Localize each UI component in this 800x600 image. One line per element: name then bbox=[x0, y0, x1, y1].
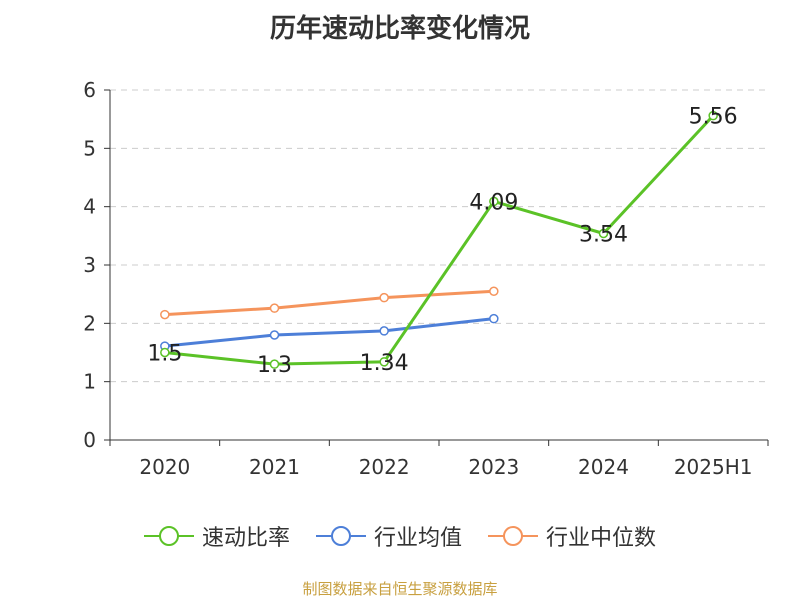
data-label: 1.5 bbox=[147, 342, 182, 367]
y-tick-label: 0 bbox=[83, 428, 96, 452]
data-point bbox=[598, 228, 609, 239]
data-point bbox=[269, 303, 280, 313]
legend-marker-icon bbox=[488, 526, 538, 546]
series-line bbox=[164, 114, 715, 366]
x-tick-label: 2025H1 bbox=[674, 455, 753, 479]
data-point bbox=[489, 196, 499, 207]
data-label: 1.3 bbox=[257, 353, 292, 378]
source-note: 制图数据来自恒生聚源数据库 bbox=[302, 580, 498, 598]
gridlines bbox=[110, 89, 768, 383]
legend-circle bbox=[330, 526, 351, 546]
data-point bbox=[269, 330, 280, 340]
legend-marker-icon bbox=[315, 526, 366, 546]
y-tick-label: 5 bbox=[83, 136, 96, 160]
data-point bbox=[379, 326, 389, 336]
data-point bbox=[269, 359, 280, 369]
y-tick-label: 6 bbox=[83, 78, 96, 102]
x-tick-label: 2020 bbox=[139, 455, 190, 479]
y-tick-label: 1 bbox=[83, 370, 96, 394]
x-tick-label: 2022 bbox=[359, 455, 410, 479]
chart-title: 历年速动比率变化情况 bbox=[269, 14, 530, 44]
y-tick-label: 2 bbox=[83, 311, 96, 335]
series-line bbox=[164, 317, 494, 348]
data-point bbox=[379, 292, 389, 303]
data-label: 5.56 bbox=[689, 105, 738, 130]
legend-item[interactable]: 行业中位数 bbox=[488, 520, 656, 552]
data-labels: 1.5 1.3 1.34 4.09 3.54 5.56 bbox=[147, 105, 738, 378]
legend: 速动比率 行业均值 行业中位数 bbox=[0, 520, 800, 552]
data-point bbox=[160, 347, 170, 358]
legend-label: 行业中位数 bbox=[546, 526, 657, 551]
series-line bbox=[164, 289, 494, 317]
data-label: 4.09 bbox=[469, 190, 518, 215]
legend-label: 速动比率 bbox=[201, 526, 290, 551]
data-point bbox=[160, 309, 170, 320]
legend-item[interactable]: 行业均值 bbox=[315, 520, 462, 552]
legend-marker-icon bbox=[143, 526, 194, 546]
y-tick-label: 4 bbox=[83, 195, 96, 219]
axes: 0 1 2 3 4 5 6 2020 2021 2022 2023 2024 2025H1 bbox=[83, 78, 769, 479]
x-tick-label: 2024 bbox=[578, 455, 629, 479]
legend-item[interactable]: 速动比率 bbox=[143, 520, 290, 552]
data-point bbox=[379, 357, 389, 367]
legend-label: 行业均值 bbox=[373, 526, 462, 551]
y-tick-label: 3 bbox=[83, 253, 96, 277]
data-point bbox=[489, 313, 499, 324]
legend-circle bbox=[503, 526, 523, 546]
series bbox=[160, 110, 718, 369]
data-point bbox=[708, 110, 718, 121]
data-label: 3.54 bbox=[579, 223, 628, 248]
data-point bbox=[489, 286, 499, 296]
x-tick-label: 2023 bbox=[468, 455, 519, 479]
data-label: 1.34 bbox=[360, 351, 409, 376]
x-tick-label: 2021 bbox=[249, 455, 300, 479]
legend-circle bbox=[158, 526, 179, 546]
